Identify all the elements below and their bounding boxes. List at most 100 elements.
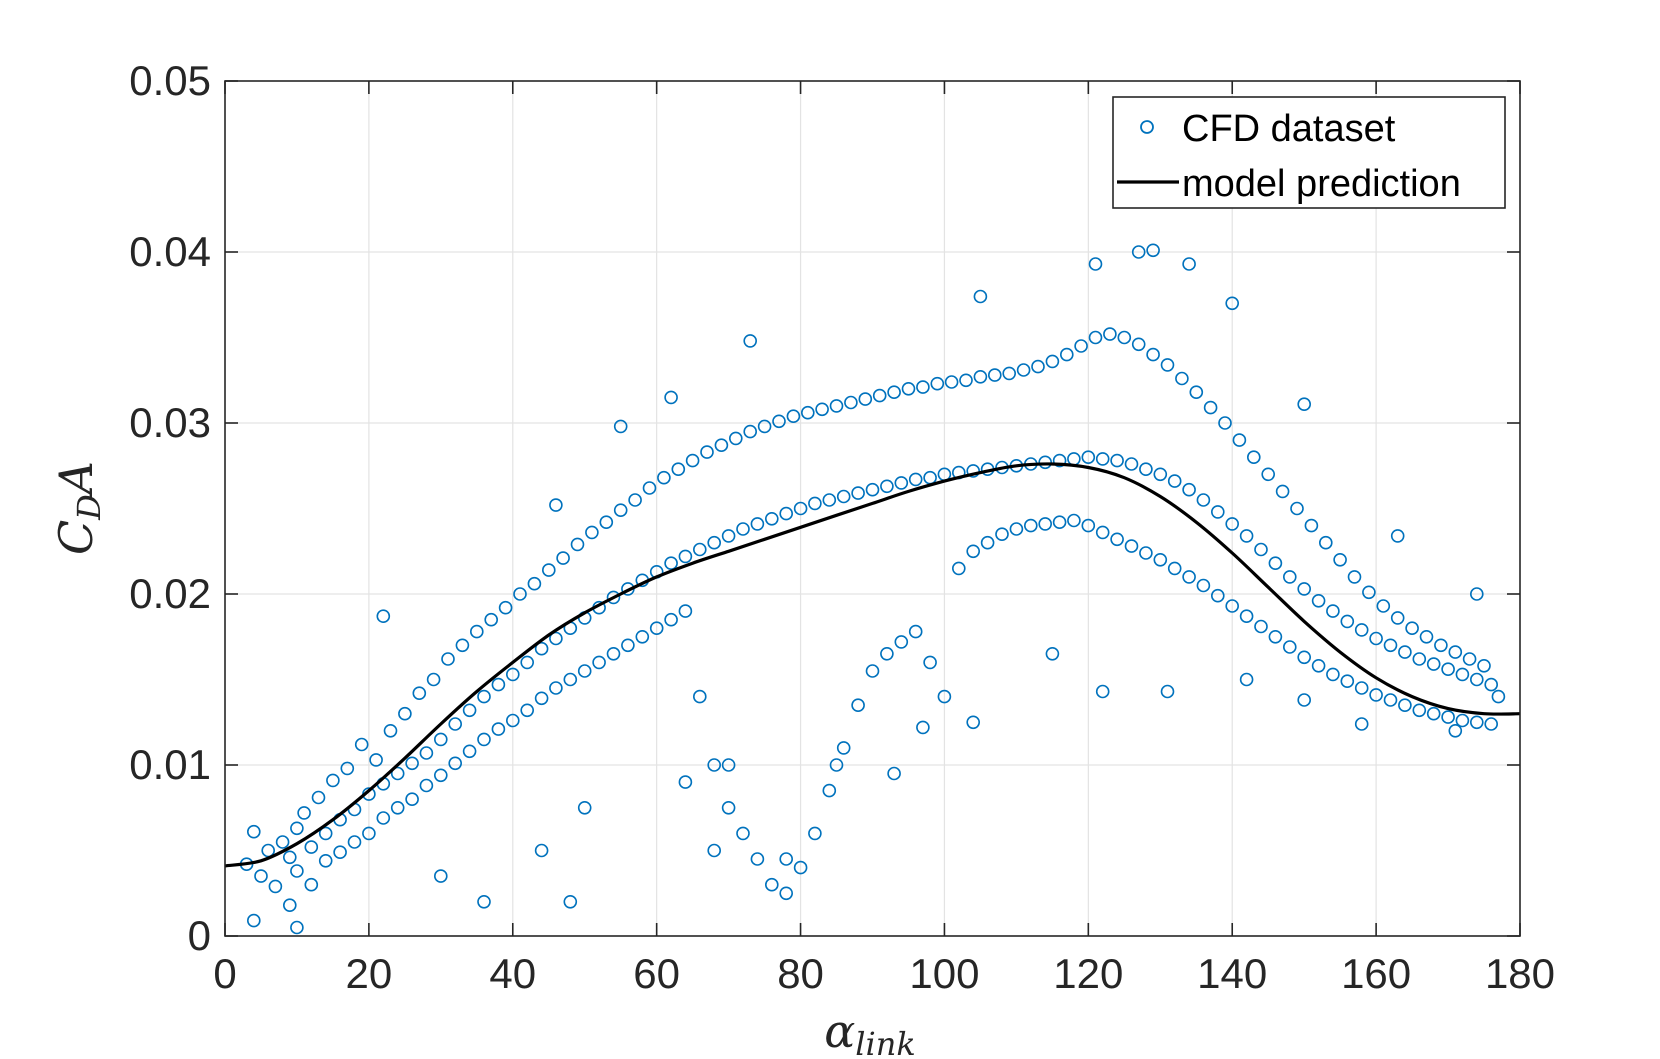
scatter-point xyxy=(1038,517,1052,531)
scatter-point xyxy=(520,703,535,718)
scatter-point xyxy=(1110,532,1124,547)
scatter-point xyxy=(1326,604,1340,618)
scatter-point xyxy=(678,604,693,618)
scatter-point xyxy=(1203,400,1218,415)
scatter-point xyxy=(1038,455,1052,470)
x-tick-label: 100 xyxy=(909,950,979,997)
scatter-point xyxy=(549,681,563,695)
scatter-point xyxy=(1319,535,1333,550)
scatter-point xyxy=(865,664,880,678)
scatter-point xyxy=(923,655,937,670)
scatter-point xyxy=(1254,619,1268,634)
scatter-point xyxy=(304,877,319,892)
scatter-point xyxy=(1211,588,1225,603)
scatter-point xyxy=(721,529,736,543)
scatter-point xyxy=(1024,518,1038,533)
scatter-point xyxy=(577,664,592,678)
scatter-point xyxy=(916,720,930,735)
scatter-point xyxy=(282,898,297,913)
scatter-point xyxy=(1354,681,1369,695)
scatter-point xyxy=(469,624,484,639)
scatter-point xyxy=(664,390,678,405)
scatter-point xyxy=(390,800,405,815)
scatter-point xyxy=(1031,359,1045,374)
scatter-point xyxy=(966,544,981,559)
scatter-point xyxy=(1182,570,1196,584)
scatter-point xyxy=(678,549,693,564)
scatter-point xyxy=(1484,677,1498,692)
x-tick-label: 80 xyxy=(777,950,824,997)
scatter-point xyxy=(894,635,909,649)
legend: CFD dataset model prediction xyxy=(1112,96,1506,209)
x-axis-label-main: α xyxy=(824,1004,855,1058)
scatter-point xyxy=(678,775,693,789)
scatter-point xyxy=(894,476,909,490)
scatter-point xyxy=(951,561,966,576)
scatter-point xyxy=(326,773,340,788)
scatter-point xyxy=(318,853,333,868)
scatter-point xyxy=(836,741,851,755)
scatter-point xyxy=(376,609,391,624)
scatter-point xyxy=(419,746,434,760)
scatter-point xyxy=(664,556,678,571)
scatter-point xyxy=(1254,542,1268,557)
scatter-point xyxy=(491,677,506,692)
legend-box xyxy=(1112,96,1506,209)
scatter-point xyxy=(433,768,448,783)
x-axis-label: αlink xyxy=(824,1004,916,1059)
scatter-point xyxy=(829,758,844,772)
scatter-point xyxy=(1045,646,1060,661)
scatter-point xyxy=(1297,582,1311,596)
scatter-point xyxy=(1354,623,1369,637)
scatter-point xyxy=(808,496,822,511)
scatter-point xyxy=(944,375,959,389)
scatter-point xyxy=(1434,638,1448,653)
x-tick-label: 0 xyxy=(213,950,236,997)
scatter-point xyxy=(1081,518,1096,533)
scatter-point xyxy=(1275,484,1290,499)
scatter-point xyxy=(1160,358,1175,372)
scatter-point xyxy=(527,576,542,591)
scatter-point xyxy=(1311,658,1326,673)
scatter-point xyxy=(1189,385,1204,400)
scatter-point xyxy=(1016,363,1031,377)
scatter-point xyxy=(534,641,549,656)
scatter-point xyxy=(1081,450,1096,465)
scatter-point xyxy=(707,843,722,858)
scatter-point xyxy=(1398,698,1412,713)
scatter-point xyxy=(1196,578,1211,593)
scatter-point xyxy=(1290,501,1304,516)
scatter-point xyxy=(1218,416,1232,430)
scatter-point xyxy=(1060,347,1074,362)
scatter-point xyxy=(692,542,707,557)
x-tick-label: 60 xyxy=(633,950,680,997)
y-axis-label-sub: D xyxy=(70,494,108,521)
scatter-point xyxy=(901,381,916,396)
scatter-point xyxy=(635,629,650,644)
scatter-point xyxy=(1441,662,1455,677)
scatter-point xyxy=(1067,513,1081,528)
scatter-point xyxy=(707,535,722,550)
scatter-point xyxy=(865,482,880,497)
scatter-point xyxy=(563,672,578,687)
scatter-point xyxy=(1182,257,1196,271)
scatter-point xyxy=(1117,330,1132,345)
scatter-point xyxy=(383,723,398,738)
scatter-point xyxy=(462,703,477,718)
scatter-point xyxy=(1052,515,1067,530)
scatter-point xyxy=(1196,493,1211,507)
scatter-point xyxy=(275,835,290,849)
scatter-point xyxy=(779,886,794,901)
scatter-point xyxy=(959,373,973,388)
scatter-point xyxy=(736,522,750,536)
y-axis-label: CDA xyxy=(49,461,108,555)
scatter-point xyxy=(649,621,664,636)
scatter-point xyxy=(419,778,434,793)
legend-marker-scatter xyxy=(1140,120,1154,134)
scatter-point xyxy=(1390,611,1405,625)
scatter-point xyxy=(1095,525,1110,540)
scatter-point xyxy=(1369,631,1383,646)
scatter-point xyxy=(484,612,499,627)
scatter-point xyxy=(513,587,527,601)
scatter-point xyxy=(966,715,981,730)
